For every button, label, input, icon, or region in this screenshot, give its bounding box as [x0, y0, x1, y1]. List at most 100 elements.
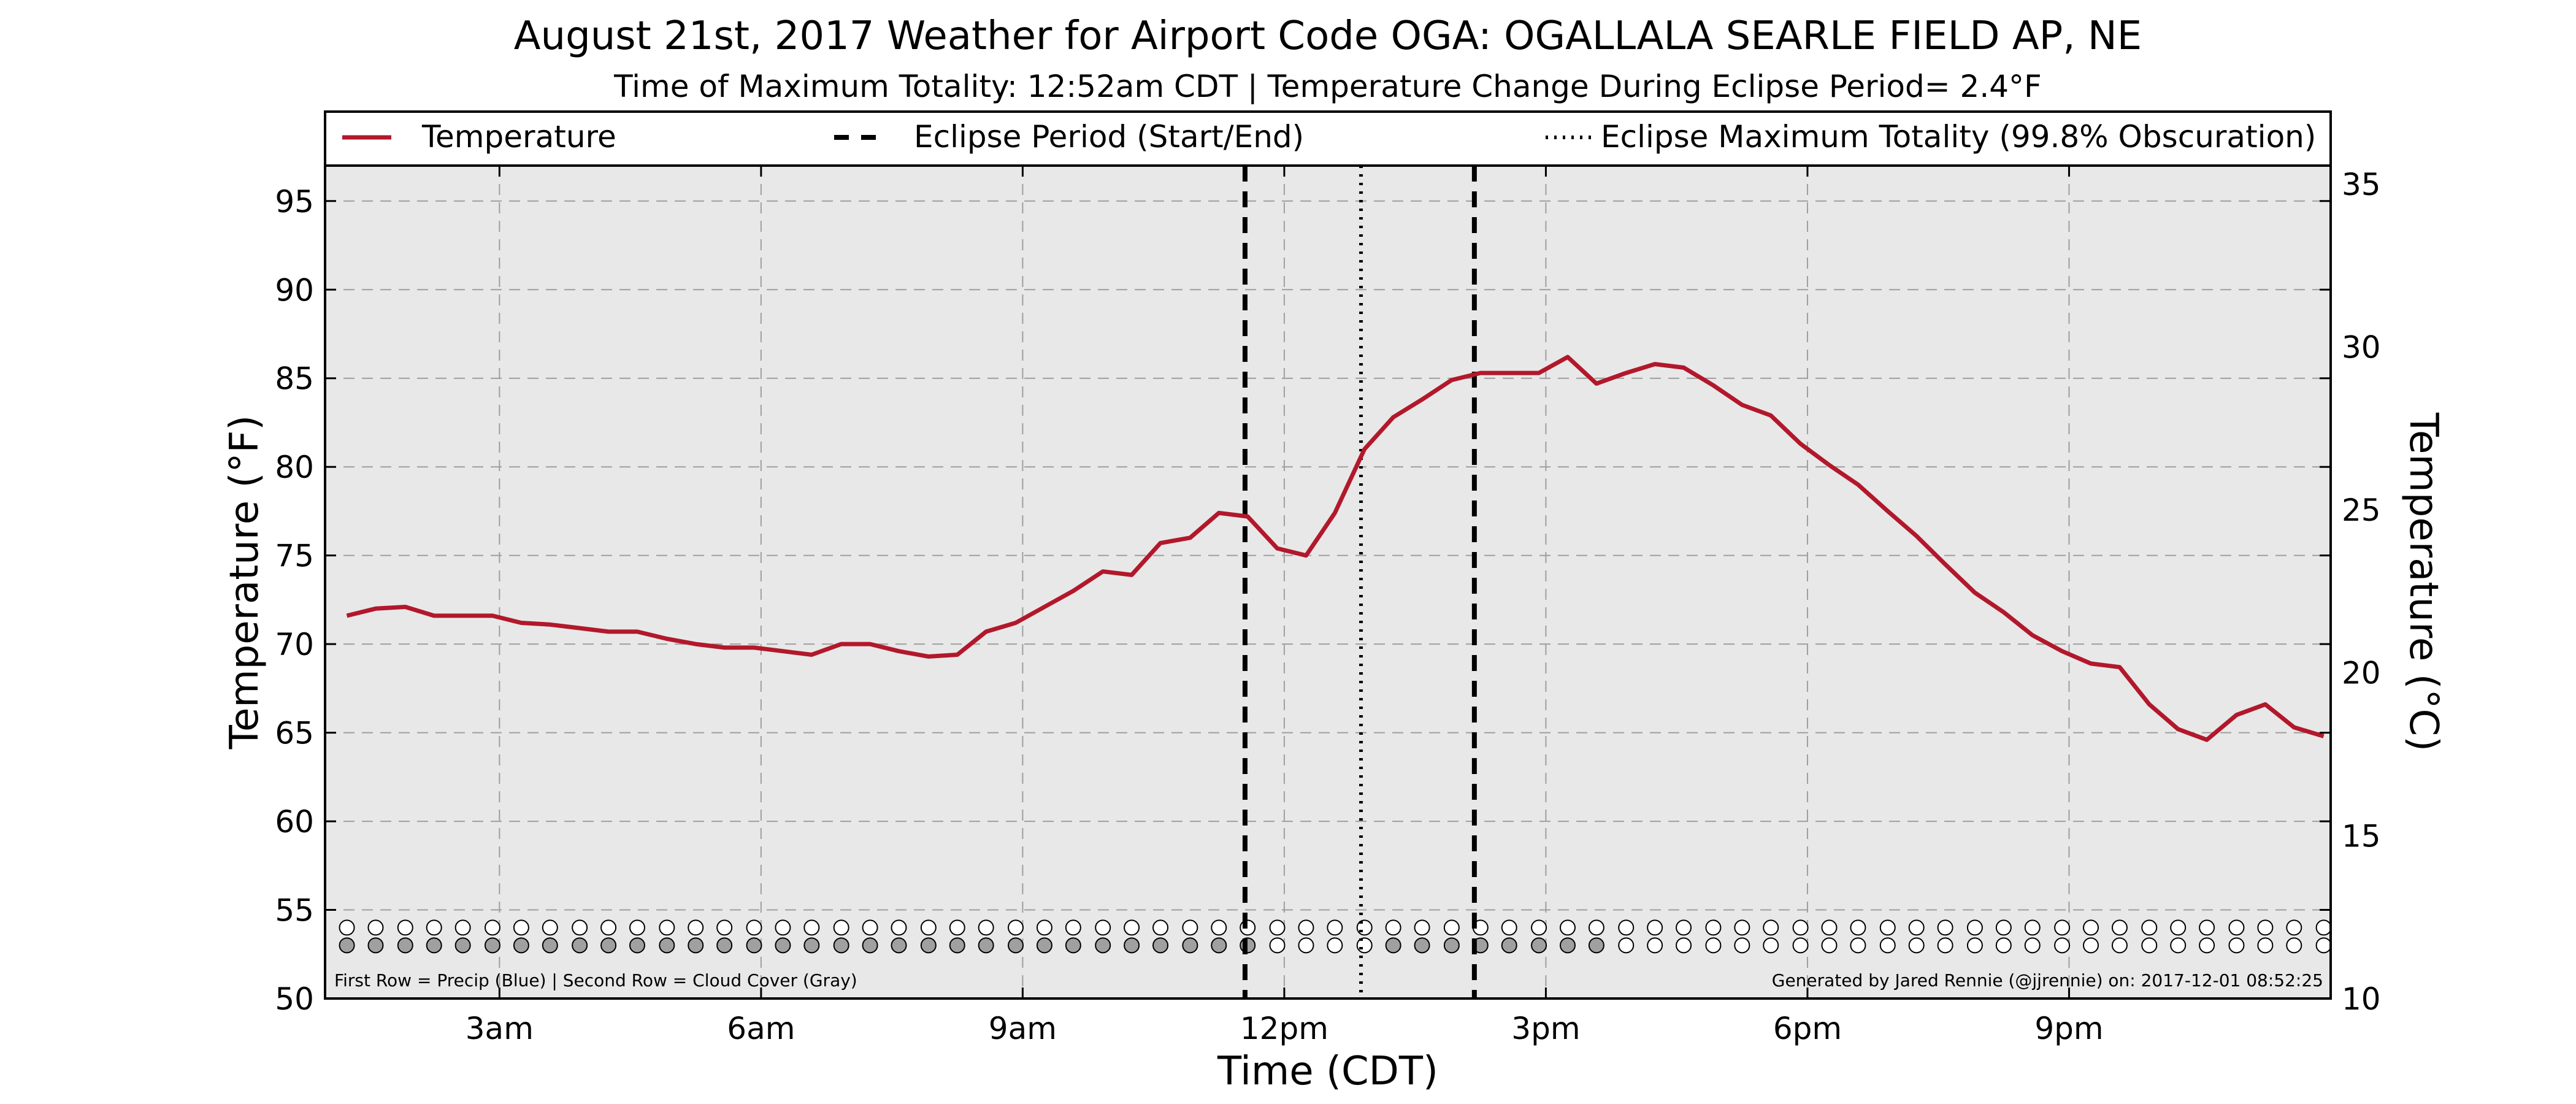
- precip-dot-49: [1763, 919, 1779, 936]
- cloud-dot-61: [2111, 937, 2128, 954]
- precip-dot-38: [1443, 919, 1460, 936]
- precip-dot-14: [746, 919, 762, 936]
- precip-dot-6: [513, 919, 529, 936]
- y-tick-label-65: 65: [275, 716, 314, 751]
- y-tick-label-90: 90: [275, 272, 314, 308]
- y-tick-label-95: 95: [275, 184, 314, 220]
- chart-subtitle: Time of Maximum Totality: 12:52am CDT | …: [613, 69, 2042, 104]
- precip-dot-20: [920, 919, 937, 936]
- precip-dot-8: [572, 919, 588, 936]
- precip-dot-48: [1734, 919, 1750, 936]
- cloud-dot-37: [1414, 937, 1430, 954]
- cloud-dot-5: [484, 937, 500, 954]
- precip-dot-58: [2024, 919, 2041, 936]
- precip-dot-15: [775, 919, 791, 936]
- cloud-dot-1: [367, 937, 384, 954]
- precip-dot-37: [1414, 919, 1430, 936]
- cloud-dot-54: [1908, 937, 1925, 954]
- y-axis-label: Temperature (°F): [222, 415, 267, 750]
- precip-dot-4: [454, 919, 471, 936]
- cloud-dot-48: [1734, 937, 1750, 954]
- precip-dot-29: [1182, 919, 1198, 936]
- precip-dot-7: [542, 919, 558, 936]
- y-tick-label-60: 60: [275, 804, 314, 840]
- precip-dot-1: [367, 919, 384, 936]
- precip-dot-59: [2054, 919, 2071, 936]
- cloud-dot-51: [1821, 937, 1838, 954]
- precip-dot-26: [1095, 919, 1111, 936]
- cloud-dot-28: [1152, 937, 1169, 954]
- cloud-dot-10: [629, 937, 645, 954]
- precip-dot-40: [1501, 919, 1517, 936]
- x-tick-label-9am: 9am: [989, 1011, 1057, 1046]
- precip-dot-53: [1879, 919, 1896, 936]
- cloud-dot-60: [2083, 937, 2099, 954]
- precip-dot-41: [1531, 919, 1547, 936]
- precip-dot-0: [339, 919, 355, 936]
- temperature-series-line: [346, 355, 2325, 742]
- cloud-dot-0: [339, 937, 355, 954]
- cloud-dot-7: [542, 937, 558, 954]
- x-tick-label-9pm: 9pm: [2034, 1011, 2103, 1046]
- precip-dot-12: [688, 919, 704, 936]
- cloud-dot-42: [1559, 937, 1576, 954]
- precip-dot-27: [1124, 919, 1140, 936]
- cloud-dot-17: [833, 937, 849, 954]
- grid: [325, 166, 2331, 999]
- precip-dot-3: [426, 919, 442, 936]
- precip-dot-25: [1065, 919, 1081, 936]
- y2-tick-label-15: 15: [2342, 818, 2381, 854]
- precip-dot-60: [2083, 919, 2099, 936]
- precip-dot-65: [2228, 919, 2245, 936]
- y-tick-label-85: 85: [275, 361, 314, 397]
- y2-axis-label: Temperature (°C): [2401, 412, 2446, 751]
- cloud-dot-65: [2228, 937, 2245, 954]
- footnote-right: Generated by Jared Rennie (@jjrennie) on…: [1772, 970, 2323, 991]
- precip-dot-30: [1211, 919, 1227, 936]
- cloud-dot-44: [1618, 937, 1635, 954]
- precip-dot-32: [1269, 919, 1286, 936]
- cloud-dot-50: [1792, 937, 1809, 954]
- cloud-dot-18: [862, 937, 878, 954]
- precip-dot-16: [803, 919, 820, 936]
- cloud-dot-21: [949, 937, 965, 954]
- precip-dot-57: [1995, 919, 2012, 936]
- precip-dot-44: [1618, 919, 1635, 936]
- cloud-dot-3: [426, 937, 442, 954]
- y2-tick-label-30: 30: [2342, 329, 2381, 365]
- cloud-dot-49: [1763, 937, 1779, 954]
- precip-dot-2: [397, 919, 413, 936]
- precip-dot-24: [1036, 919, 1052, 936]
- cloud-dot-52: [1850, 937, 1866, 954]
- y2-tick-label-25: 25: [2342, 493, 2381, 528]
- precip-dot-66: [2257, 919, 2274, 936]
- cloud-dot-2: [397, 937, 413, 954]
- precip-dot-23: [1008, 919, 1024, 936]
- cloud-dot-41: [1531, 937, 1547, 954]
- precip-dot-13: [716, 919, 733, 936]
- cloud-dot-45: [1647, 937, 1663, 954]
- cloud-dot-4: [454, 937, 471, 954]
- y-axis-left: 50 55 60 65 70 75 80 85 90 95: [275, 184, 2331, 1017]
- cloud-dot-36: [1385, 937, 1401, 954]
- y2-tick-label-20: 20: [2342, 656, 2381, 691]
- precip-dot-28: [1152, 919, 1169, 936]
- cloud-dot-67: [2286, 937, 2302, 954]
- precip-dot-5: [484, 919, 500, 936]
- cloud-dot-58: [2024, 937, 2041, 954]
- precip-dot-18: [862, 919, 878, 936]
- cloud-dot-56: [1966, 937, 1983, 954]
- y-tick-label-55: 55: [275, 893, 314, 929]
- cloud-dot-25: [1065, 937, 1081, 954]
- cloud-dot-16: [803, 937, 820, 954]
- precip-dot-22: [978, 919, 994, 936]
- precip-dot-36: [1385, 919, 1401, 936]
- cloud-dot-59: [2054, 937, 2071, 954]
- precip-dot-9: [600, 919, 617, 936]
- y-tick-label-75: 75: [275, 539, 314, 574]
- cloud-dot-63: [2170, 937, 2187, 954]
- cloud-dot-26: [1095, 937, 1111, 954]
- y-tick-label-80: 80: [275, 450, 314, 485]
- precip-dot-46: [1676, 919, 1692, 936]
